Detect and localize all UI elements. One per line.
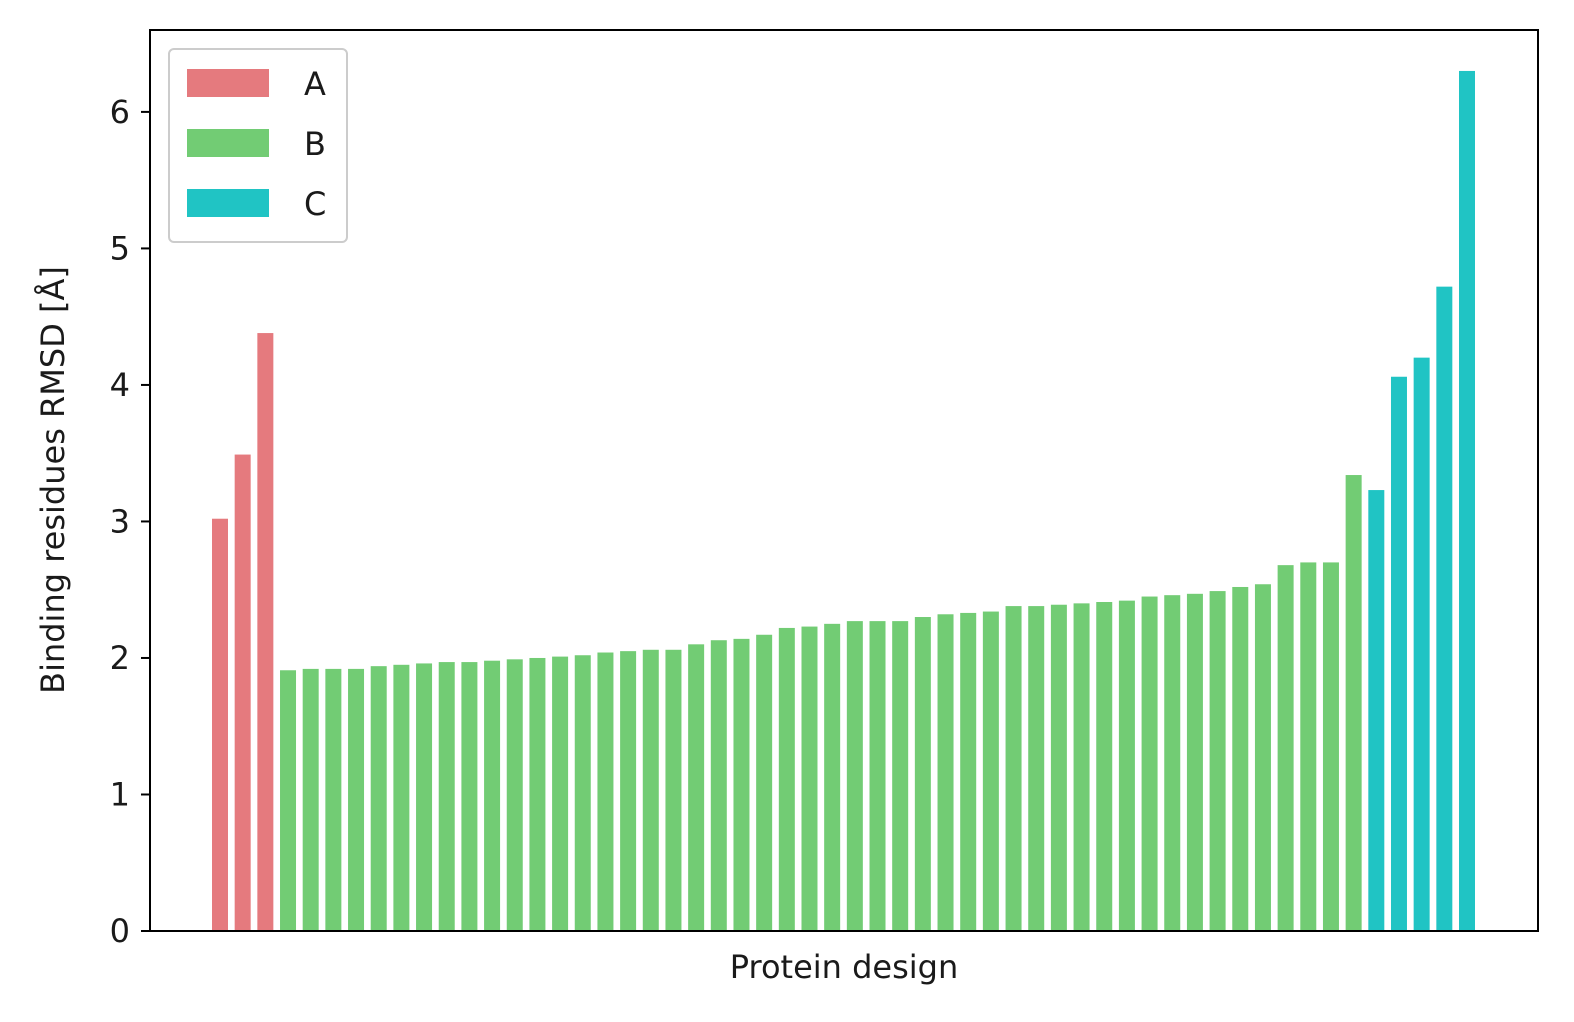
- y-tick-label: 6: [110, 93, 130, 131]
- bar-B-13: [552, 656, 569, 931]
- y-axis-title: Binding residues RMSD [Å]: [34, 266, 72, 694]
- bar-B-41: [1186, 593, 1203, 931]
- bar-B-28: [892, 621, 909, 931]
- y-tick-label: 3: [110, 502, 130, 540]
- bar-B-8: [438, 662, 455, 931]
- bar-B-18: [665, 649, 682, 931]
- bar-B-37: [1096, 602, 1113, 931]
- bar-C-1: [1368, 490, 1385, 931]
- bar-B-43: [1232, 586, 1249, 931]
- bar-B-23: [778, 627, 795, 931]
- legend-swatch-C: [187, 189, 269, 217]
- legend-swatch-B: [187, 129, 269, 157]
- bar-B-38: [1118, 600, 1135, 931]
- bar-B-31: [960, 612, 977, 931]
- bar-B-10: [484, 660, 501, 931]
- legend-label-B: B: [304, 125, 326, 163]
- bar-B-27: [869, 621, 886, 931]
- bar-B-4: [348, 668, 365, 931]
- bar-B-30: [937, 614, 954, 931]
- bar-B-7: [416, 663, 433, 931]
- bar-C-5: [1459, 70, 1475, 931]
- bar-B-29: [914, 617, 931, 931]
- bar-B-14: [574, 655, 591, 931]
- bar-B-5: [370, 666, 387, 931]
- x-axis-title: Protein design: [730, 948, 959, 986]
- y-tick-label: 4: [110, 366, 130, 404]
- bar-C-3: [1413, 357, 1430, 931]
- bar-B-33: [1005, 606, 1022, 931]
- plot-frame: [149, 29, 1539, 932]
- bar-B-15: [597, 652, 614, 931]
- bar-B-22: [756, 634, 773, 931]
- bar-B-2: [302, 668, 319, 931]
- bar-B-6: [393, 664, 410, 931]
- bar-B-21: [733, 638, 750, 931]
- bar-B-9: [461, 662, 478, 931]
- bar-C-2: [1390, 376, 1407, 931]
- bar-B-45: [1277, 565, 1294, 931]
- bar-B-12: [529, 657, 546, 931]
- bar-B-26: [846, 621, 863, 931]
- bar-B-11: [506, 659, 523, 931]
- bar-B-46: [1300, 562, 1317, 931]
- bar-B-44: [1254, 584, 1271, 931]
- bar-B-32: [982, 611, 999, 931]
- bar-B-16: [620, 651, 637, 931]
- bar-B-40: [1164, 595, 1181, 931]
- bar-B-34: [1028, 606, 1045, 931]
- bars-layer: [212, 70, 1475, 931]
- bar-B-3: [325, 668, 342, 931]
- y-tick-label: 0: [110, 912, 130, 950]
- bar-B-19: [688, 644, 705, 931]
- bar-B-47: [1322, 562, 1339, 931]
- bar-B-35: [1050, 604, 1067, 931]
- bar-C-4: [1436, 286, 1453, 931]
- bar-B-20: [710, 640, 727, 931]
- legend-label-A: A: [304, 65, 326, 103]
- y-tick-label: 2: [110, 639, 130, 677]
- y-tick-label: 1: [110, 775, 130, 813]
- bar-B-1: [280, 670, 297, 931]
- bar-B-24: [801, 626, 818, 931]
- bar-B-42: [1209, 591, 1226, 931]
- legend-swatch-A: [187, 69, 269, 97]
- legend: ABC: [168, 48, 348, 243]
- y-tick-label: 5: [110, 229, 130, 267]
- bar-B-48: [1345, 475, 1362, 931]
- bar-A-2: [234, 454, 251, 931]
- bar-B-39: [1141, 596, 1158, 931]
- bar-A-1: [212, 518, 228, 931]
- legend-label-C: C: [304, 185, 326, 223]
- bar-B-25: [824, 623, 841, 931]
- bar-B-17: [642, 649, 659, 931]
- y-axis: 0 1 2 3 4 5 6: [110, 93, 150, 950]
- bar-A-3: [257, 333, 274, 931]
- bar-B-36: [1073, 603, 1090, 931]
